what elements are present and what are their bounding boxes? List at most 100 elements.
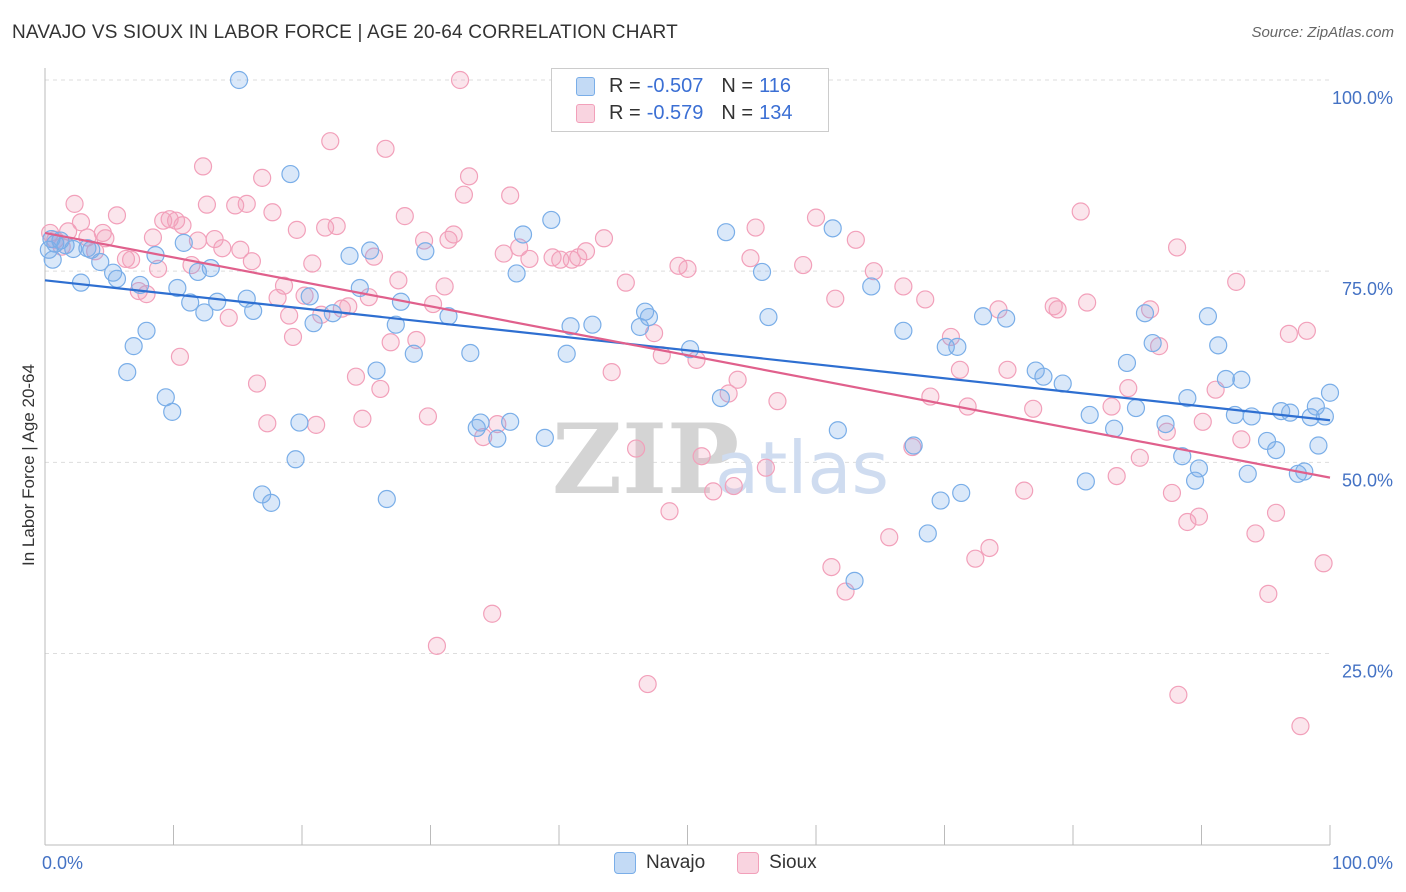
navajo-point-112 — [1309, 436, 1328, 455]
navajo-point-43 — [404, 344, 423, 363]
legend-n-label: N = — [721, 101, 754, 124]
navajo-point-63 — [716, 223, 736, 242]
y-axis-label: In Labor Force | Age 20-64 — [19, 364, 38, 566]
sioux-point-32 — [242, 252, 261, 271]
y-tick-label-3: 25.0% — [1342, 662, 1393, 682]
navajo-swatch — [576, 76, 595, 96]
sioux-point-121 — [998, 360, 1017, 379]
sioux-point-71 — [474, 427, 493, 447]
sioux-point-47 — [321, 132, 340, 151]
y-tick-label-1: 75.0% — [1342, 279, 1393, 299]
x-tick-labels: 0.0% 100.0% — [42, 853, 1393, 873]
watermark: ZIP atlas — [552, 403, 889, 516]
navajo-point-48 — [471, 413, 490, 432]
sioux-point-144 — [1246, 524, 1265, 543]
navajo-point-92 — [1178, 389, 1197, 408]
sioux-point-118 — [966, 549, 985, 568]
sioux-point-92 — [678, 259, 697, 278]
navajo-point-40 — [377, 489, 396, 509]
sioux-point-28 — [219, 308, 238, 327]
sioux-point-128 — [1102, 397, 1121, 416]
sioux-point-29 — [226, 196, 245, 215]
sioux-point-84 — [602, 363, 621, 382]
navajo-point-65 — [759, 307, 778, 327]
legend-item-navajo[interactable]: Navajo — [614, 852, 705, 874]
sioux-point-57 — [381, 333, 400, 352]
navajo-point-72 — [904, 436, 923, 455]
sioux-point-86 — [626, 439, 646, 458]
sioux-point-100 — [746, 218, 765, 237]
navajo-point-41 — [386, 315, 405, 334]
y-tick-labels: 100.0% 75.0% 50.0% 25.0% — [1332, 88, 1393, 682]
sioux-point-140 — [1193, 412, 1212, 431]
sioux-point-42 — [295, 286, 314, 305]
legend-item-sioux[interactable]: Sioux — [737, 852, 817, 874]
navajo-point-81 — [1034, 367, 1053, 386]
sioux-point-17 — [154, 211, 173, 230]
navajo-point-29 — [262, 493, 281, 512]
navajo-point-52 — [513, 225, 533, 244]
sioux-point-60 — [407, 330, 426, 350]
navajo-point-8 — [91, 252, 110, 272]
sioux-point-75 — [501, 186, 520, 205]
navajo-point-97 — [1216, 369, 1236, 389]
navajo-point-19 — [174, 233, 193, 252]
x-tick-label-1: 100.0% — [1332, 853, 1393, 873]
sioux-point-56 — [376, 139, 395, 158]
sioux-point-77 — [520, 249, 539, 269]
navajo-point-34 — [304, 314, 323, 333]
sioux-point-20 — [170, 347, 190, 366]
sioux-point-129 — [1107, 466, 1126, 486]
navajo-point-69 — [845, 571, 864, 590]
navajo-point-57 — [583, 315, 602, 334]
sioux-point-138 — [1178, 512, 1197, 532]
navajo-point-51 — [507, 264, 526, 283]
sioux-legend-swatch — [737, 852, 760, 874]
sioux-point-62 — [418, 407, 438, 426]
trend-lines — [44, 231, 1331, 479]
sioux-point-116 — [950, 360, 970, 379]
sioux-point-52 — [353, 409, 372, 428]
navajo-point-79 — [997, 309, 1016, 328]
navajo-point-53 — [535, 428, 554, 447]
sioux-point-85 — [616, 273, 635, 292]
sioux-point-46 — [316, 218, 335, 237]
sioux-point-145 — [1259, 584, 1278, 603]
sioux-point-119 — [980, 538, 999, 558]
navajo-point-5 — [64, 239, 83, 259]
sioux-point-26 — [205, 229, 224, 249]
sioux-point-74 — [494, 244, 513, 263]
sioux-point-38 — [274, 276, 294, 295]
sioux-point-125 — [1048, 300, 1067, 319]
sioux-point-101 — [756, 458, 775, 477]
sioux-point-147 — [1279, 324, 1298, 343]
sioux-point-150 — [1314, 554, 1333, 573]
sioux-point-43 — [303, 254, 322, 273]
sioux-point-64 — [427, 636, 447, 655]
grid-lines — [45, 79, 1330, 654]
sioux-point-113 — [916, 290, 935, 309]
navajo-point-17 — [163, 402, 182, 421]
sioux-point-51 — [346, 367, 366, 386]
sioux-point-108 — [846, 230, 865, 249]
navajo-point-103 — [1266, 440, 1286, 460]
navajo-point-88 — [1135, 304, 1155, 323]
watermark-atlas: atlas — [715, 426, 889, 510]
sioux-point-98 — [728, 370, 747, 389]
navajo-points — [39, 70, 1340, 590]
navajo-point-109 — [1306, 397, 1325, 416]
navajo-point-74 — [931, 491, 950, 510]
sioux-point-146 — [1266, 503, 1286, 522]
sioux-point-16 — [148, 259, 168, 278]
navajo-point-67 — [823, 219, 842, 238]
sioux-point-19 — [166, 211, 186, 230]
axes — [44, 68, 1331, 846]
navajo-point-38 — [361, 241, 380, 260]
sioux-point-111 — [894, 277, 913, 296]
sioux-point-126 — [1071, 202, 1090, 221]
sioux-point-35 — [258, 414, 277, 433]
navajo-point-110 — [1315, 407, 1334, 426]
sioux-point-36 — [263, 203, 282, 222]
legend-label-navajo: Navajo — [646, 852, 706, 873]
